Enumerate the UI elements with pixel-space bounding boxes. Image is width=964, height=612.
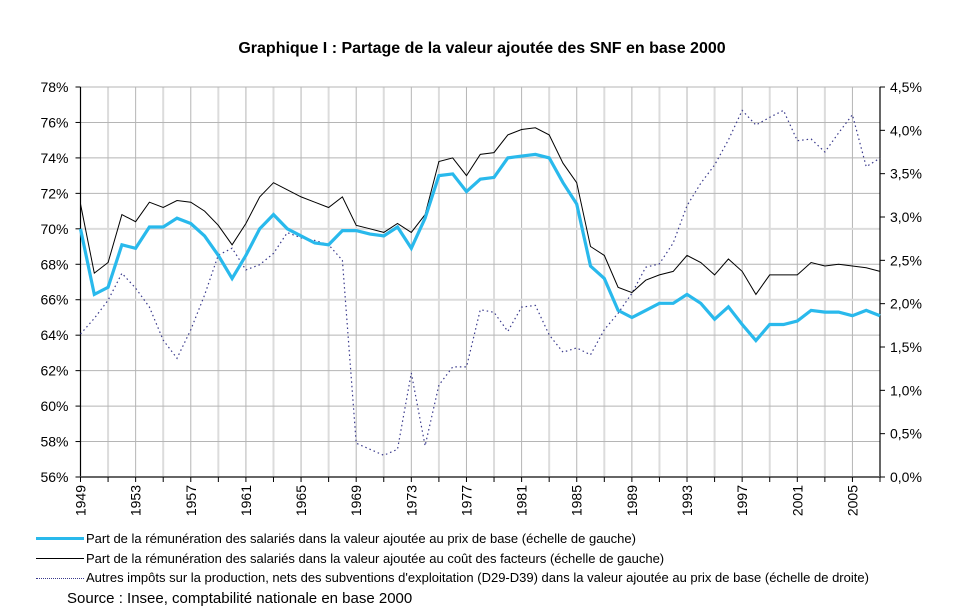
x-tick-label: 1997 — [734, 485, 750, 516]
y-right-tick-label: 3,0% — [890, 209, 922, 225]
x-tick-label: 1985 — [569, 485, 585, 516]
x-tick-label: 1969 — [348, 485, 364, 516]
x-tick-label: 1981 — [514, 485, 530, 516]
legend-item-prix-de-base: Part de la rémunération des salariés dan… — [36, 529, 869, 549]
y-left-tick-label: 58% — [40, 434, 68, 450]
legend-swatch-dotted — [36, 573, 84, 583]
x-tick-label: 2001 — [789, 485, 805, 516]
legend: Part de la rémunération des salariés dan… — [36, 529, 869, 588]
x-tick-label: 1989 — [624, 485, 640, 516]
legend-item-autres-impots: Autres impôts sur la production, nets de… — [36, 568, 869, 588]
y-right-tick-label: 4,5% — [890, 79, 922, 95]
tick-labels: 56% 58% 60% 62% 64% 66% 68% 70% 72% 74% 76% 78% 0,0%… — [40, 79, 921, 516]
y-left-tick-label: 62% — [40, 363, 68, 379]
y-right-tick-label: 0,5% — [890, 426, 922, 442]
x-tick-label: 1977 — [458, 485, 474, 516]
y-right-tick-label: 3,5% — [890, 166, 922, 182]
y-left-tick-label: 64% — [40, 327, 68, 343]
source-note: Source : Insee, comptabilité nationale e… — [67, 590, 413, 607]
y-left-tick-label: 74% — [40, 150, 68, 166]
x-tick-label: 1953 — [128, 485, 144, 516]
x-tick-label: 1957 — [183, 485, 199, 516]
legend-item-cout-des-facteurs: Part de la rémunération des salariés dan… — [36, 549, 869, 569]
y-left-tick-label: 56% — [40, 469, 68, 485]
y-left-tick-label: 68% — [40, 256, 68, 272]
x-tick-label: 2005 — [844, 485, 860, 516]
x-tick-label: 1949 — [73, 485, 89, 516]
y-right-tick-label: 4,0% — [890, 122, 922, 138]
legend-label: Autres impôts sur la production, nets de… — [86, 570, 869, 585]
grid — [80, 86, 880, 477]
chart-plot: 56% 58% 60% 62% 64% 66% 68% 70% 72% 74% 76% 78% 0,0%… — [40, 79, 921, 516]
x-tick-label: 1993 — [679, 485, 695, 516]
y-left-tick-label: 78% — [40, 79, 68, 95]
y-right-tick-label: 2,5% — [890, 252, 922, 268]
y-right-tick-label: 2,0% — [890, 296, 922, 312]
y-left-tick-label: 60% — [40, 398, 68, 414]
y-left-tick-label: 70% — [40, 221, 68, 237]
legend-label: Part de la rémunération des salariés dan… — [86, 550, 665, 566]
y-right-tick-label: 1,5% — [890, 339, 922, 355]
series-line-2 — [80, 109, 881, 456]
series-line-1 — [80, 127, 881, 296]
chart-title: Graphique I : Partage de la valeur ajout… — [238, 40, 726, 57]
axes — [75, 86, 885, 482]
y-right-tick-label: 1,0% — [890, 382, 922, 398]
y-left-tick-label: 72% — [40, 185, 68, 201]
series — [78, 109, 881, 456]
x-tick-label: 1961 — [238, 485, 254, 516]
y-right-tick-label: 0,0% — [890, 469, 922, 485]
legend-swatch-blue — [36, 534, 84, 544]
y-left-tick-label: 76% — [40, 114, 68, 130]
legend-swatch-black — [36, 553, 84, 563]
x-tick-label: 1973 — [403, 485, 419, 516]
legend-label: Part de la rémunération des salariés dan… — [86, 531, 636, 546]
y-left-tick-label: 66% — [40, 292, 68, 308]
series-line-0 — [78, 152, 881, 343]
x-tick-label: 1965 — [293, 485, 309, 516]
